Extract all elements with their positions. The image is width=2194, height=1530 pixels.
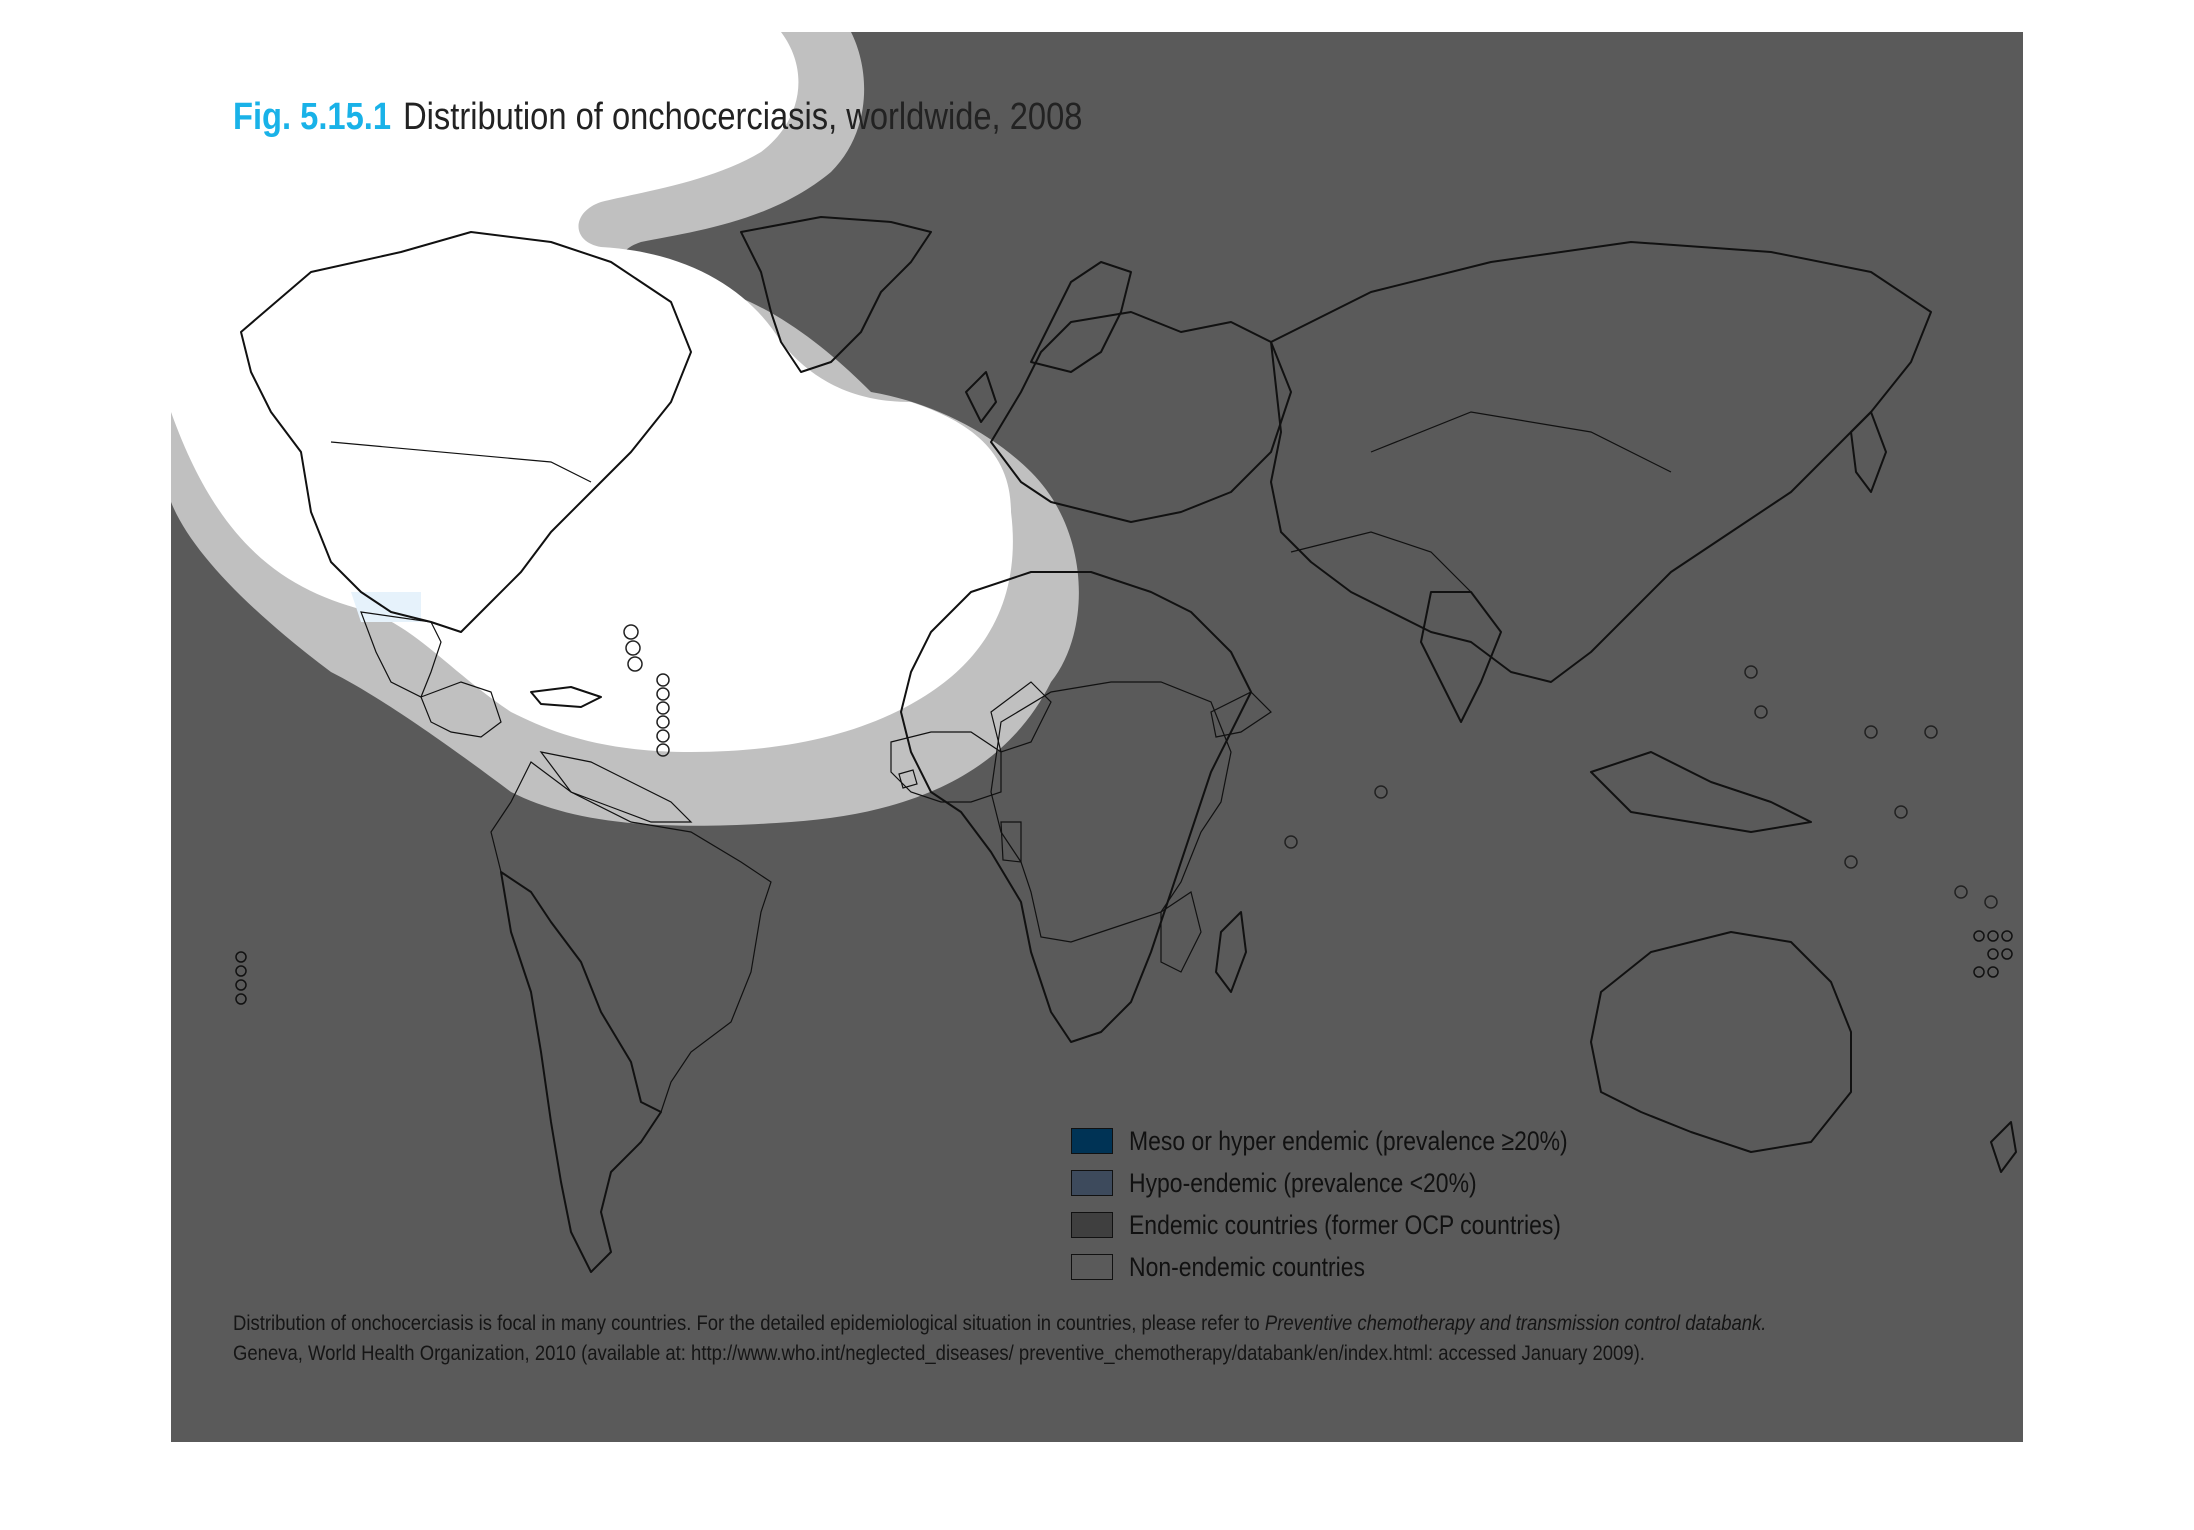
land-africa [900,571,1252,1043]
legend-label-meso-hyper: Meso or hyper endemic (prevalence ≥20%) [1129,1125,1568,1156]
region-central-america [420,681,502,738]
region-venezuela-band [539,751,693,823]
legend-label-ocp: Endemic countries (former OCP countries) [1129,1209,1561,1240]
land-greenland [740,216,932,373]
legend-swatch-non-endemic [1071,1254,1113,1280]
figure-title-text: Distribution of onchocerciasis, worldwid… [403,96,1083,138]
pacific-circles [1284,665,1998,909]
left-edge-circles [235,951,247,1005]
figure-number: Fig. 5.15.1 [233,96,392,138]
border-asia-2 [1290,531,1472,593]
legend-item-ocp: Endemic countries (former OCP countries) [1071,1204,1645,1246]
region-gabon-hypo [1000,821,1022,863]
legend-label-hypo: Hypo-endemic (prevalence <20%) [1129,1167,1477,1198]
region-southern-africa-hypo [1160,891,1202,973]
land-asia [1270,241,1932,683]
region-mexico-hypo [360,611,442,698]
map-panel: Fig. 5.15.1 Distribution of onchocerciasi… [171,32,2023,1442]
region-horn-africa-hypo [1210,691,1272,738]
figure-title: Fig. 5.15.1 Distribution of onchocerciasi… [233,96,1082,139]
caribbean-circles [623,624,670,757]
land-north-america [240,231,692,633]
land-europe [990,311,1292,523]
border-us-canada [330,441,592,483]
legend-item-non-endemic: Non-endemic countries [1071,1246,1645,1288]
world-map [171,32,2017,1273]
region-africa-meso-hyper [990,681,1232,943]
footnote: Distribution of onchocerciasis is focal … [233,1308,1766,1368]
border-asia-1 [1370,411,1672,473]
land-india [1420,591,1502,723]
footnote-line-1-text: Distribution of onchocerciasis is focal … [233,1311,1265,1335]
map-legend: Meso or hyper endemic (prevalence ≥20%) … [1071,1120,1645,1288]
footnote-databank-title: Preventive chemotherapy and transmission… [1264,1311,1767,1335]
footnote-line-2: Geneva, World Health Organization, 2010 … [233,1341,1645,1365]
right-edge-circles [1973,930,2013,978]
land-south-america [500,871,662,1273]
land-australia [1590,931,1852,1153]
legend-swatch-ocp [1071,1212,1113,1238]
land-scandinavia [1030,261,1132,373]
legend-swatch-meso-hyper [1071,1128,1113,1154]
footnote-line-1: Distribution of onchocerciasis is focal … [233,1308,1766,1338]
legend-label-non-endemic: Non-endemic countries [1129,1251,1365,1282]
land-japan [1850,411,1887,493]
overlay-white-core [171,32,1013,752]
land-new-zealand [1990,1121,2017,1173]
legend-item-hypo: Hypo-endemic (prevalence <20%) [1071,1162,1645,1204]
land-caribbean [530,686,602,708]
land-uk [965,371,997,423]
legend-item-meso-hyper: Meso or hyper endemic (prevalence ≥20%) [1071,1120,1645,1162]
land-indonesia [1590,751,1812,833]
region-west-africa-lightblue [990,681,1052,753]
legend-swatch-hypo [1071,1170,1113,1196]
land-madagascar [1215,911,1247,993]
region-sierra-leone [898,769,918,789]
